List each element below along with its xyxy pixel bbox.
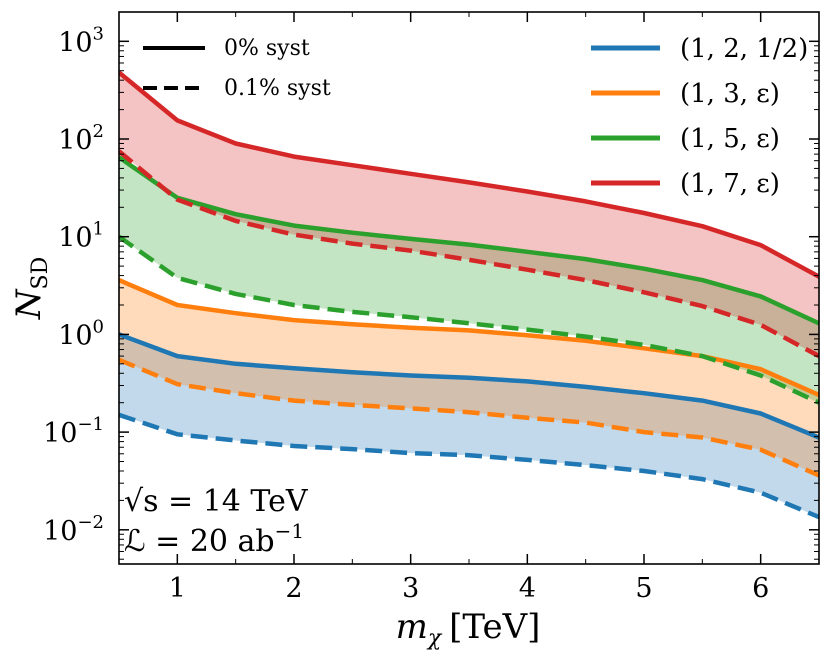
x-axis-label-unit: [TeV]	[449, 607, 540, 647]
x-tick-label-0: 1	[169, 573, 186, 604]
y-tick-label-0: 10−2	[43, 512, 104, 547]
legend-label-2: (1, 5, ε)	[680, 124, 780, 154]
legend-solid-label: 0% syst	[224, 36, 310, 61]
y-tick-label-base-0: 10	[43, 516, 77, 547]
y-tick-label-exp-3: 1	[93, 219, 104, 240]
line-solid-series-0	[119, 332, 819, 440]
y-tick-label-exp-2: 0	[93, 316, 104, 337]
line-solid-series-2	[119, 155, 819, 326]
line-dashed-series-2	[119, 234, 819, 405]
annotation-luminosity-exp: −1	[275, 519, 304, 543]
band-series-3	[119, 72, 819, 357]
line-dashed-series-3	[119, 149, 819, 359]
y-tick-label-exp-5: 3	[93, 23, 104, 44]
band-series-2	[119, 157, 819, 403]
line-solid-series-3	[119, 70, 819, 279]
y-tick-label-5: 103	[58, 23, 104, 58]
y-tick-label-exp-1: −1	[77, 414, 104, 435]
x-tick-label-4: 5	[635, 573, 652, 604]
style-legend: 0% syst 0.1% syst	[143, 36, 331, 101]
x-tick-label-5: 6	[752, 573, 769, 604]
legend-label-1: (1, 3, ε)	[680, 79, 780, 109]
x-axis-label-sub: χ	[426, 626, 443, 651]
line-dashed-series-0	[119, 412, 819, 520]
y-tick-label-3: 101	[58, 219, 104, 254]
x-axis-label-main: m	[396, 607, 428, 647]
annotation-energy: √s = 14 TeV	[124, 484, 309, 519]
y-tick-label-base-2: 10	[58, 320, 92, 351]
y-tick-label-base-4: 10	[58, 125, 92, 156]
legend-dashed-label: 0.1% syst	[224, 76, 331, 101]
x-tick-label-1: 2	[285, 573, 302, 604]
y-axis-label-sub: SD	[28, 257, 53, 290]
legend-label-3: (1, 7, ε)	[680, 169, 780, 199]
lines-layer	[119, 70, 819, 520]
y-axis-label-main: N	[9, 288, 49, 320]
y-tick-label-base-5: 10	[58, 27, 92, 58]
line-dashed-series-1	[119, 357, 819, 478]
y-tick-label-base-1: 10	[43, 418, 77, 449]
annotation: √s = 14 TeV ℒ = 20 ab−1	[124, 484, 309, 559]
y-tick-label-2: 100	[58, 316, 104, 351]
y-tick-label-exp-0: −2	[77, 512, 104, 533]
annotation-luminosity: ℒ = 20 ab−1	[124, 519, 304, 559]
y-tick-label-base-3: 10	[58, 223, 92, 254]
series-legend: (1, 2, 1/2) (1, 3, ε) (1, 5, ε) (1, 7, ε)	[591, 34, 808, 199]
x-tick-label-2: 3	[402, 573, 419, 604]
band-series-0	[119, 334, 819, 518]
y-tick-label-1: 10−1	[43, 414, 104, 449]
y-axis-label: NSD	[9, 257, 53, 320]
x-tick-label-3: 4	[519, 573, 536, 604]
legend-label-0: (1, 2, 1/2)	[680, 34, 808, 64]
x-axis-label: mχ [TeV]	[396, 607, 541, 651]
annotation-luminosity-main: ℒ = 20 ab	[124, 524, 275, 559]
y-tick-label-4: 102	[58, 121, 104, 156]
y-tick-label-exp-4: 2	[93, 121, 104, 142]
